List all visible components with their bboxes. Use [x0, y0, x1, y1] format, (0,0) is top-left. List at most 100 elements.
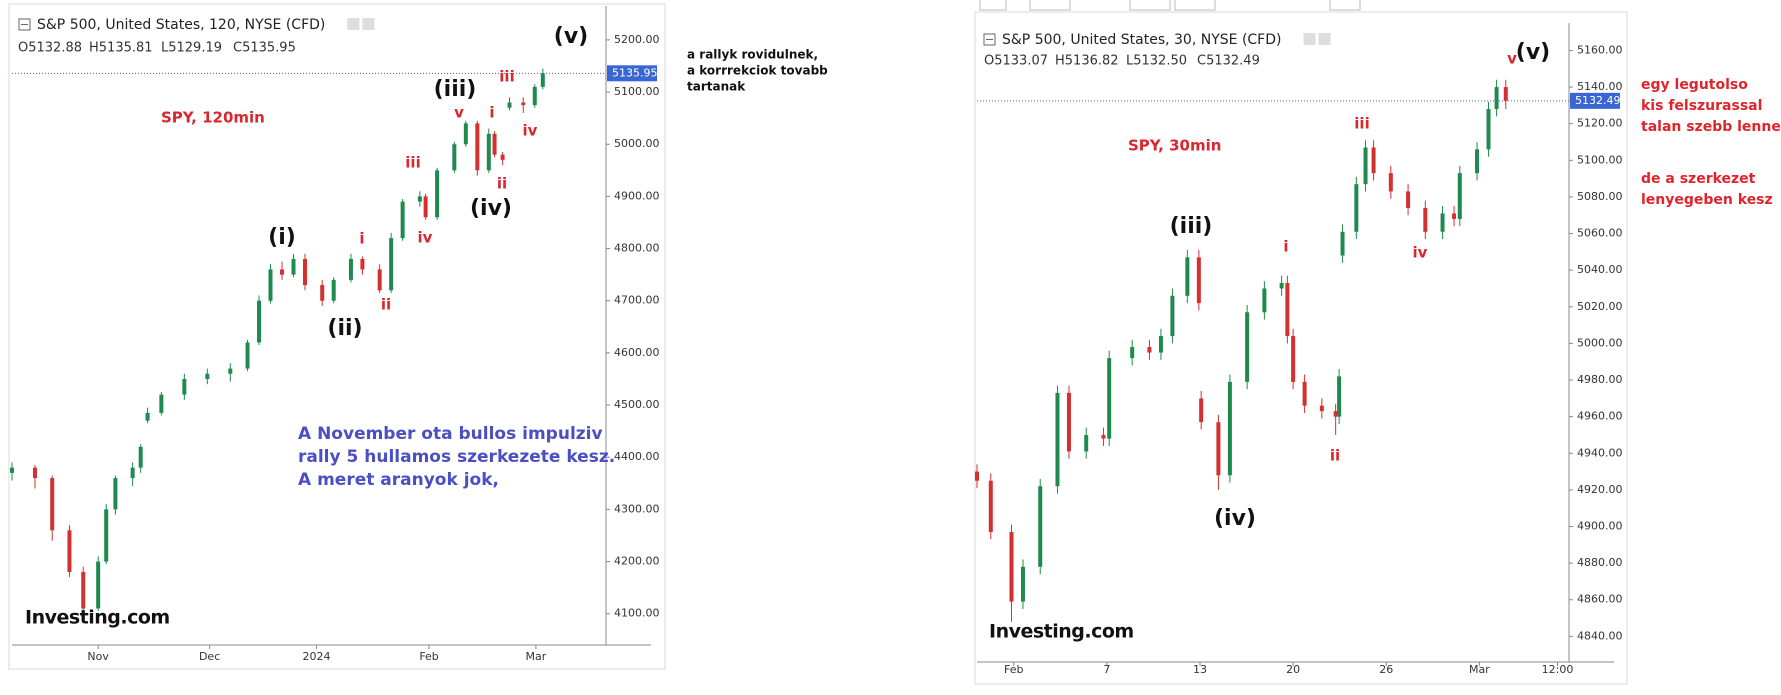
x-tick-label: 12:00 [1542, 663, 1574, 676]
caption: A November ota bullos impulziv [298, 424, 603, 444]
candle-body [348, 258, 353, 280]
chart-label: SPY, 30min [1128, 137, 1221, 155]
y-tick-label: 5120.00 [1577, 117, 1623, 130]
wave-label: (iv) [470, 196, 512, 221]
candle-body [104, 509, 109, 562]
y-tick-label: 5140.00 [1577, 80, 1623, 93]
candle-body [280, 269, 284, 275]
candle-body [1340, 231, 1345, 256]
wave-label: ii [497, 175, 507, 193]
candle-body [1185, 257, 1190, 296]
candle-body [377, 269, 382, 291]
y-tick-label: 4840.00 [1577, 629, 1623, 642]
candle-body [423, 196, 428, 218]
chart-label: SPY, 120min [161, 109, 265, 127]
wave-label: ii [1330, 447, 1340, 465]
candle-body [540, 73, 545, 87]
candle-body [507, 102, 512, 108]
candle-body [1199, 398, 1204, 423]
y-tick-label: 5160.00 [1577, 43, 1623, 56]
candle-body [1333, 411, 1338, 417]
candle-body [205, 373, 210, 379]
candle-body [1279, 282, 1284, 289]
wave-label: i [1283, 238, 1288, 256]
y-tick-label: 4700.00 [614, 294, 660, 307]
candle-body [1423, 207, 1428, 232]
ohlc-value: H5136.82 [1055, 54, 1119, 69]
wave-label: (i) [268, 225, 296, 250]
candle-body [1066, 392, 1071, 452]
candle-body [1452, 213, 1457, 219]
candle-body [1245, 312, 1250, 382]
y-tick-label: 4880.00 [1577, 556, 1623, 569]
candle-body [113, 478, 118, 510]
y-tick-label: 5100.00 [1577, 153, 1623, 166]
close-icon [1318, 33, 1331, 45]
chart-title: S&P 500, United States, 120, NYSE (CFD) [37, 17, 325, 33]
candle-body [138, 446, 143, 468]
candle-body [400, 201, 405, 239]
x-tick-label: 2024 [302, 650, 330, 663]
caption: A meret aranyok jok, [298, 470, 499, 490]
candle-body [452, 144, 457, 171]
candle-body [1101, 434, 1106, 439]
y-tick-label: 4800.00 [614, 242, 660, 255]
y-tick-label: 4400.00 [614, 450, 660, 463]
candle-body [1302, 381, 1307, 406]
caption: rally 5 hullamos szerkezete kesz. [298, 447, 615, 467]
y-tick-label: 4980.00 [1577, 373, 1623, 386]
wave-label: iii [405, 154, 420, 172]
candle-body [1486, 109, 1491, 150]
candle-body [50, 478, 55, 531]
wave-label: ii [381, 296, 391, 314]
candle-body [1038, 486, 1043, 567]
y-tick-label: 5080.00 [1577, 190, 1623, 203]
wave-label: i [359, 230, 364, 248]
candle-body [96, 561, 101, 609]
y-tick-label: 4600.00 [614, 346, 660, 359]
side-note: egy legutolso [1641, 77, 1748, 93]
y-tick-label: 5100.00 [614, 85, 660, 98]
candle-body [1084, 434, 1089, 452]
y-tick-label: 4100.00 [614, 607, 660, 620]
wave-label: (iii) [434, 77, 477, 102]
wave-label: (ii) [327, 316, 362, 341]
candle-body [331, 279, 336, 301]
candle-body [159, 394, 164, 413]
y-tick-label: 4920.00 [1577, 483, 1623, 496]
x-tick-label: 7 [1103, 663, 1110, 676]
candle-body [1285, 282, 1290, 337]
ohlc-value: H5135.81 [89, 41, 153, 56]
y-tick-label: 4900.00 [1577, 520, 1623, 533]
wave-label: i [489, 104, 494, 122]
ohlc-value: O5133.07 [984, 54, 1048, 69]
candle-body [486, 133, 491, 171]
candle-body [975, 471, 979, 481]
candle-body [1406, 191, 1411, 208]
y-tick-label: 5020.00 [1577, 300, 1623, 313]
candle-body [268, 269, 273, 301]
candle-body [81, 571, 86, 609]
y-tick-label: 5060.00 [1577, 227, 1623, 240]
toolbar-fragment [979, 0, 1361, 11]
candle-body [475, 123, 480, 171]
candle-body [1009, 532, 1014, 602]
candle-body [1020, 566, 1025, 602]
candle-body [145, 412, 150, 421]
wave-label: (v) [1516, 40, 1550, 65]
y-tick-label: 4940.00 [1577, 446, 1623, 459]
last-price-tag-bg [1570, 92, 1620, 109]
last-price-tag: 5132.49 [1575, 94, 1621, 107]
candle-body [1503, 87, 1508, 101]
side-note: de a szerkezet [1641, 171, 1756, 187]
candle-body [1170, 295, 1175, 337]
ohlc-value: C5135.95 [233, 41, 296, 56]
candle-body [1494, 87, 1499, 110]
wave-label: v [454, 104, 464, 122]
candle-body [257, 300, 262, 343]
last-price-tag: 5135.95 [612, 66, 658, 79]
y-tick-label: 4200.00 [614, 555, 660, 568]
close-icon [362, 18, 375, 30]
wave-label: (iii) [1170, 214, 1213, 239]
